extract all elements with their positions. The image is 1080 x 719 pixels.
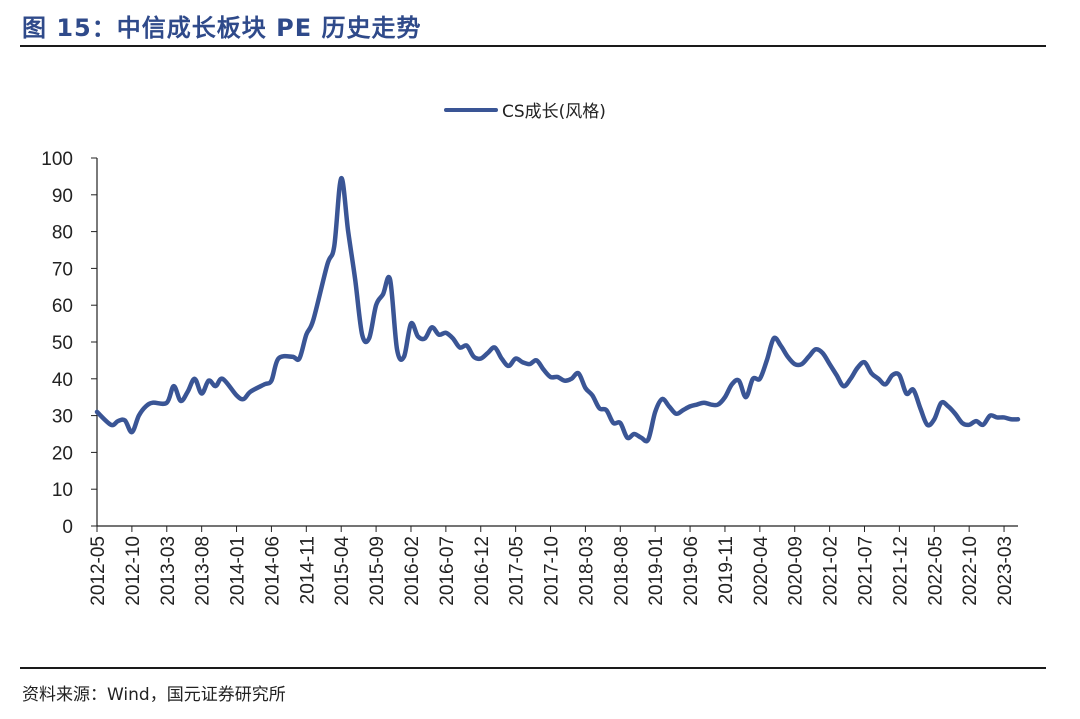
y-tick-label: 20 [52, 443, 73, 464]
x-tick-label: 2020-04 [751, 536, 772, 606]
y-tick-label: 80 [52, 223, 73, 244]
x-tick-label: 2022-05 [925, 536, 946, 606]
top-divider [20, 45, 1046, 47]
x-tick-label: 2012-10 [123, 536, 144, 606]
legend-label: CS成长(风格) [502, 102, 606, 122]
series-line-cs-growth [94, 175, 1021, 444]
y-axis: 0 10 20 30 40 50 60 70 80 90 100 [41, 149, 98, 538]
x-tick-label: 2021-12 [890, 536, 911, 606]
y-tick-label: 30 [52, 407, 73, 428]
x-tick-label: 2016-02 [402, 536, 423, 606]
x-tick-label: 2012-05 [88, 536, 109, 606]
series-layer [94, 175, 1021, 444]
x-axis: 2012-05 2012-10 2013-03 2013-08 2014-01 2014-… [88, 525, 1018, 606]
source-note: 资料来源：Wind，国元证券研究所 [22, 685, 286, 705]
x-tick-label: 2014-11 [297, 536, 318, 604]
y-tick-label: 10 [52, 480, 73, 501]
x-tick-label: 2013-03 [158, 536, 179, 606]
x-tick-label: 2018-03 [576, 536, 597, 606]
y-tick-label: 60 [52, 296, 73, 317]
x-tick-label: 2021-02 [821, 536, 842, 606]
y-tick-label: 100 [41, 149, 73, 170]
x-tick-label: 2013-08 [193, 536, 214, 606]
x-tick-label: 2019-01 [646, 536, 667, 606]
x-tick-label: 2016-07 [437, 536, 458, 606]
x-tick-label: 2019-06 [681, 536, 702, 606]
y-tick-label: 90 [52, 186, 73, 207]
x-tick-label: 2014-06 [262, 536, 283, 606]
x-tick-label: 2016-12 [472, 536, 493, 606]
y-tick-label: 50 [52, 333, 73, 354]
x-tick-label: 2019-11 [716, 536, 737, 604]
x-tick-label: 2018-08 [611, 536, 632, 606]
x-tick-label: 2015-09 [367, 536, 388, 606]
y-tick-label: 40 [52, 370, 73, 391]
y-tick-label: 0 [62, 517, 73, 538]
x-tick-label: 2017-10 [542, 536, 563, 606]
x-tick-label: 2017-05 [507, 536, 528, 606]
x-tick-label: 2020-09 [786, 536, 807, 606]
x-tick-label: 2023-03 [995, 536, 1016, 606]
bottom-divider [20, 667, 1046, 669]
x-tick-label: 2022-10 [960, 536, 981, 606]
legend: CS成长(风格) [444, 102, 606, 122]
x-tick-label: 2015-04 [332, 536, 353, 606]
x-tick-label: 2014-01 [228, 536, 249, 606]
figure-title: 图 15：中信成长板块 PE 历史走势 [22, 14, 422, 42]
x-tick-label: 2021-07 [856, 536, 877, 606]
y-tick-label: 70 [52, 259, 73, 280]
